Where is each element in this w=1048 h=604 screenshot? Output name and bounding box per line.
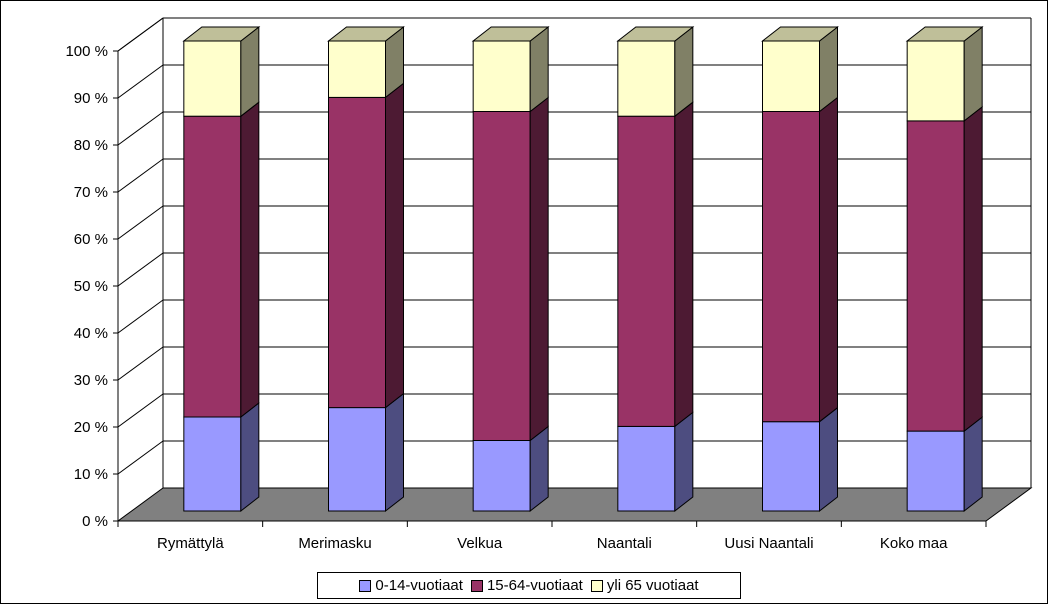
bar-segment-side (529, 25, 549, 113)
gridline-side (117, 299, 164, 334)
bar-segment-side (963, 25, 983, 122)
bar-segment (906, 40, 965, 122)
y-tick-label: 80 % (74, 137, 108, 154)
y-tick-label: 0 % (82, 513, 108, 530)
bar-top-face (761, 26, 839, 42)
bar-segment-side (385, 392, 404, 513)
legend-swatch (359, 579, 372, 592)
gridline-side (117, 252, 164, 287)
y-tick-label: 10 % (74, 466, 108, 483)
y-tick-label: 100 % (65, 43, 108, 60)
side-wall-top-edge (117, 17, 164, 52)
x-category-label: Koko maa (880, 535, 948, 552)
bar-segment (472, 440, 531, 512)
bar-segment (472, 111, 531, 441)
x-category-label: Rymättylä (157, 535, 224, 552)
bar-segment-side (529, 96, 549, 442)
bar-top-face (182, 26, 261, 42)
legend-item: 0-14-vuotiaat (359, 577, 463, 594)
gridline-side (117, 111, 164, 146)
y-tick-label: 60 % (74, 231, 108, 248)
bar-segment (183, 40, 242, 117)
bar-segment (328, 40, 386, 98)
bar-segment-side (240, 25, 260, 118)
bar-top-face (327, 26, 405, 42)
bar-segment-side (240, 101, 260, 419)
bar-segment-side (674, 411, 694, 513)
y-tick-label: 90 % (74, 90, 108, 107)
gridline-side (117, 64, 164, 99)
gridline-side (117, 393, 164, 428)
gridline-side (117, 158, 164, 193)
x-category-label: Velkua (457, 535, 503, 552)
legend-item: yli 65 vuotiaat (590, 577, 699, 594)
bar-segment (328, 407, 386, 512)
legend-swatch (590, 579, 603, 592)
x-category-label: Uusi Naantali (724, 535, 813, 552)
bar-segment (762, 421, 820, 512)
chart-legend: 0-14-vuotiaat 15-64-vuotiaat yli 65 vuotia… (317, 572, 741, 599)
legend-item: 15-64-vuotiaat (470, 577, 583, 594)
gridline-side (117, 440, 164, 475)
y-tick-label: 30 % (74, 372, 108, 389)
bar-top-face (905, 26, 984, 42)
bar-segment (617, 115, 676, 427)
bar-segment-side (529, 425, 549, 513)
bar-segment-side (963, 105, 983, 433)
x-category-label: Merimasku (298, 535, 371, 552)
legend-swatch (470, 579, 483, 592)
x-category-label: Naantali (597, 535, 652, 552)
bar-segment-side (240, 401, 260, 513)
bar-segment (472, 40, 531, 112)
bar-segment-side (674, 101, 694, 428)
y-tick-label: 20 % (74, 419, 108, 436)
y-tick-label: 70 % (74, 184, 108, 201)
legend-label: 0-14-vuotiaat (375, 577, 463, 594)
legend-label: 15-64-vuotiaat (486, 577, 583, 594)
gridline-side (117, 205, 164, 240)
bar-segment (762, 111, 820, 423)
bar-top-face (471, 26, 550, 42)
bar-segment-side (819, 96, 838, 423)
stacked-bar-chart: 0 % 10 % 20 % 30 % 40 % 50 % 60 % 70 % 80 % 90 % 1… (65, 17, 1033, 552)
bar-segment-side (674, 25, 694, 118)
y-tick-label: 50 % (74, 278, 108, 295)
gridline-side (117, 346, 164, 381)
bar-segment (762, 40, 820, 112)
bar-segment (183, 115, 242, 418)
legend-label: yli 65 vuotiaat (606, 577, 699, 594)
bar-segment-side (963, 416, 983, 513)
y-tick-label: 40 % (74, 325, 108, 342)
bar-segment (328, 96, 386, 409)
bar-segment-side (385, 82, 404, 409)
bar-segment (906, 120, 965, 432)
bar-segment (617, 40, 676, 117)
bar-segment (906, 430, 965, 512)
bar-segment (617, 425, 676, 512)
bar-segment-side (819, 25, 838, 113)
bar-segment-side (819, 406, 838, 513)
bar-top-face (616, 26, 695, 42)
bar-segment (183, 416, 242, 512)
